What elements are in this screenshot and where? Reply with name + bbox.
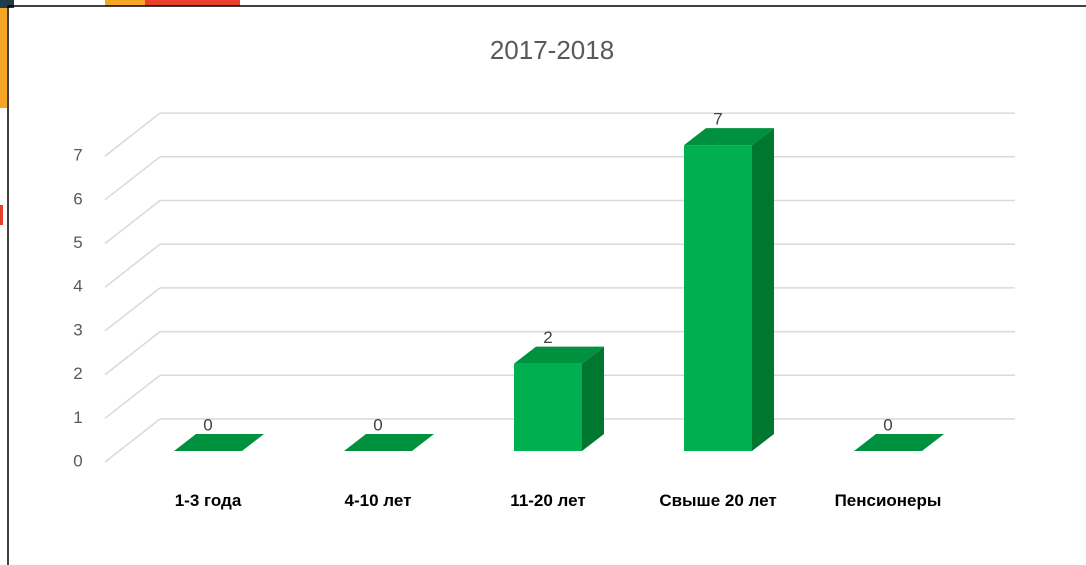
y-tick-label: 6	[73, 189, 82, 208]
value-label: 7	[713, 110, 722, 129]
grid-line	[104, 287, 161, 332]
y-tick-label: 7	[73, 146, 82, 165]
bar-side	[582, 346, 604, 451]
bar-top	[344, 434, 434, 451]
grid-line	[104, 156, 161, 201]
y-tick-label: 5	[73, 233, 82, 252]
grid-line	[104, 418, 161, 463]
bar-top	[514, 346, 604, 364]
grid-line	[104, 374, 161, 419]
grid-line	[104, 331, 161, 376]
x-tick-label: 1-3 года	[174, 491, 242, 510]
bar-front	[514, 363, 582, 451]
x-tick-label: Пенсионеры	[834, 491, 942, 510]
y-tick-label: 0	[73, 451, 82, 470]
y-tick-label: 1	[73, 408, 82, 427]
decor	[0, 0, 14, 8]
y-tick-label: 3	[73, 320, 82, 339]
decor	[0, 8, 7, 108]
chart-title: 2017-2018	[490, 35, 614, 65]
bar-front	[684, 145, 752, 451]
x-tick-label: Свыше 20 лет	[659, 491, 777, 510]
value-label: 0	[203, 415, 212, 434]
bar-top	[684, 128, 774, 146]
value-label: 0	[883, 415, 892, 434]
y-tick-label: 2	[73, 364, 82, 383]
decor	[105, 0, 145, 6]
bar-side	[752, 128, 774, 451]
bar-top	[174, 434, 264, 451]
decor	[0, 205, 3, 225]
grid-line	[104, 199, 161, 245]
grid-line	[104, 243, 161, 288]
value-label: 0	[373, 415, 382, 434]
x-tick-label: 4-10 лет	[344, 491, 412, 510]
x-tick-label: 11-20 лет	[510, 491, 586, 510]
value-label: 2	[543, 328, 552, 347]
bar-top	[854, 434, 944, 451]
y-tick-label: 4	[73, 277, 82, 296]
grid-line	[104, 112, 161, 157]
decor	[145, 0, 240, 6]
